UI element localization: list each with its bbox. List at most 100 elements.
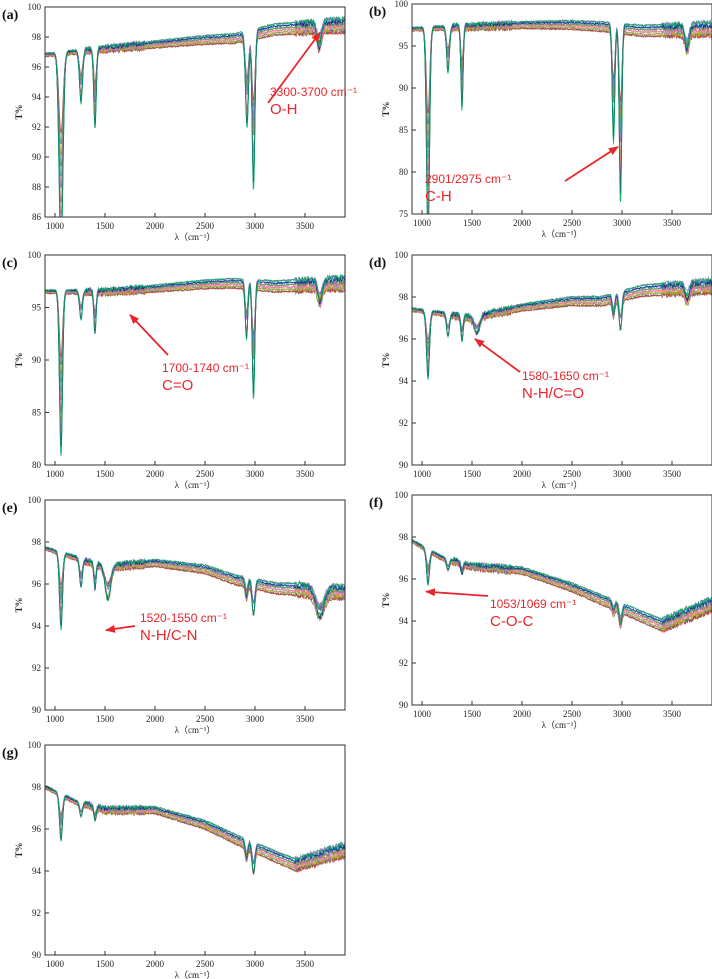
x-tick-label: 1500 [96, 469, 115, 479]
x-tick-label: 3000 [246, 221, 265, 231]
spectrum-series [45, 274, 345, 456]
spectrum-series [412, 21, 712, 214]
x-tick-label: 2000 [146, 959, 165, 969]
panel-d: 1000 1500 2000 2500 3000 3500 90 92 94 96 98 100 λ（c… [369, 250, 712, 490]
plot-frame [411, 254, 712, 466]
y-tick-label: 100 [28, 495, 42, 505]
spectrum-series [45, 284, 345, 365]
plot-frame [44, 6, 346, 218]
panel-a: 1000 1500 2000 2500 3000 3500 86 88 90 92 94 96 98 10… [2, 2, 357, 242]
annotation-group: N-H/C=O [522, 385, 584, 402]
x-tick-label: 1500 [96, 714, 115, 724]
spectrum-series [412, 19, 712, 172]
x-tick-label: 3500 [663, 218, 682, 228]
series-group [45, 784, 345, 876]
y-tick-label: 92 [399, 658, 408, 668]
annotation-group: O-H [270, 101, 298, 118]
spectrum-series [45, 15, 345, 217]
x-tick-label: 1500 [96, 959, 115, 969]
spectrum-series [45, 545, 345, 631]
x-tick-label: 2500 [563, 469, 582, 479]
annotation-wavenumber: 1520-1550 cm⁻¹ [140, 611, 227, 625]
x-tick-label: 1000 [413, 469, 432, 479]
annotation-group: N-H/C-N [140, 627, 198, 644]
x-tick-label: 1500 [96, 221, 115, 231]
y-tick-label: 100 [395, 0, 409, 9]
spectrum-series [45, 786, 345, 875]
plot-frame [411, 494, 712, 706]
annotation-arrow [425, 588, 489, 597]
x-tick-label: 1000 [46, 221, 65, 231]
annotation-group: C-H [425, 188, 452, 205]
x-tick-label: 2000 [513, 469, 532, 479]
y-tick-label: 85 [399, 125, 409, 135]
x-tick-label: 3000 [613, 218, 632, 228]
x-tick-label: 2000 [146, 714, 165, 724]
spectrum-series [45, 784, 345, 872]
x-tick-label: 1500 [463, 709, 482, 719]
y-tick-label: 92 [399, 418, 408, 428]
x-tick-label: 2000 [146, 469, 165, 479]
spectrum-series [45, 546, 345, 609]
y-tick-label: 75 [399, 209, 409, 219]
y-tick-label: 95 [399, 41, 409, 51]
spectrum-series [412, 287, 712, 367]
annotation-arrow [267, 31, 321, 104]
y-tick-label: 98 [399, 532, 409, 542]
y-tick-label: 98 [32, 32, 42, 42]
series-group [45, 545, 345, 631]
y-axis-label: T% [14, 352, 24, 367]
series-group [412, 538, 712, 634]
y-tick-label: 95 [32, 303, 42, 313]
x-tick-label: 3000 [246, 714, 265, 724]
x-tick-label: 1500 [463, 469, 482, 479]
y-tick-label: 100 [28, 740, 42, 750]
y-tick-label: 80 [32, 460, 42, 470]
annotation-wavenumber: 2901/2975 cm⁻¹ [425, 172, 511, 186]
x-tick-label: 3000 [613, 469, 632, 479]
spectrum-series [412, 22, 712, 148]
annotation-group: C-O-C [490, 613, 533, 630]
plot-frame [44, 744, 346, 956]
spectrum-series [45, 283, 345, 422]
spectrum-series [45, 545, 345, 609]
x-tick-label: 2000 [513, 218, 532, 228]
x-tick-label: 3500 [663, 709, 682, 719]
series-group [412, 18, 712, 214]
x-tick-label: 2500 [563, 709, 582, 719]
y-tick-label: 86 [32, 212, 42, 222]
y-tick-label: 96 [399, 334, 409, 344]
x-axis-label: λ（cm⁻¹） [175, 725, 216, 735]
panel-g: 1000 1500 2000 2500 3000 3500 90 92 94 96 98 100 λ（c… [2, 740, 346, 979]
y-tick-label: 90 [32, 355, 42, 365]
spectrum-series [45, 548, 345, 609]
x-tick-label: 1000 [46, 469, 65, 479]
spectrum-series [412, 23, 712, 136]
spectrum-series [45, 546, 345, 608]
x-tick-label: 3500 [296, 469, 315, 479]
x-axis-label: λ（cm⁻¹） [542, 720, 583, 730]
x-tick-label: 2500 [196, 469, 215, 479]
panel-label: (a) [2, 8, 19, 23]
panel-label: (c) [2, 256, 18, 271]
y-tick-label: 94 [399, 376, 409, 386]
x-axis-label: λ（cm⁻¹） [175, 232, 216, 242]
y-axis-label: T% [14, 104, 24, 119]
spectrum-series [45, 28, 345, 203]
annotation-arrow [474, 338, 521, 373]
panel-label: (b) [369, 5, 386, 20]
panel-c: 1000 1500 2000 2500 3000 3500 80 85 90 95 100 λ（cm⁻… [2, 250, 346, 490]
spectrum-series [45, 279, 345, 440]
x-tick-label: 2500 [196, 959, 215, 969]
spectrum-series [412, 26, 712, 187]
spectrum-series [412, 25, 712, 114]
x-tick-label: 1000 [413, 218, 432, 228]
spectrum-series [45, 548, 345, 612]
x-tick-label: 3500 [296, 959, 315, 969]
spectrum-series [45, 22, 345, 217]
y-tick-label: 100 [395, 490, 409, 500]
x-tick-label: 1000 [46, 714, 65, 724]
x-tick-label: 1000 [46, 959, 65, 969]
x-tick-label: 1500 [463, 218, 482, 228]
annotation-arrow [105, 624, 136, 633]
